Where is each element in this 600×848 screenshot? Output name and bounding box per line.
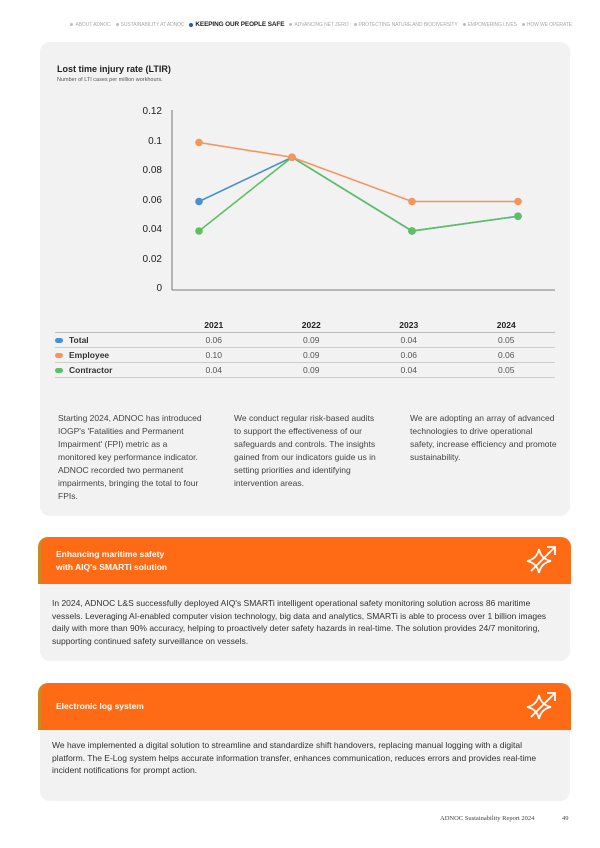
data-point-total xyxy=(195,197,203,206)
data-point-contractor xyxy=(514,212,522,221)
series-name: Total xyxy=(69,334,89,345)
table-cell: 0.04 xyxy=(360,332,458,348)
series-line-total xyxy=(198,156,519,232)
y-tick-label: 0.12 xyxy=(142,106,162,117)
series-label: Contractor xyxy=(55,362,165,378)
table-cell: 0.05 xyxy=(457,332,555,348)
nav-item[interactable]: EMPOWERING LIVES xyxy=(462,21,517,28)
nav-item[interactable]: HOW WE OPERATE xyxy=(521,21,572,28)
table-header-blank xyxy=(55,318,165,333)
series-label: Total xyxy=(55,332,165,348)
legend-swatch xyxy=(55,352,63,358)
table-row: Employee 0.10 0.09 0.06 0.06 xyxy=(55,347,555,363)
legend-swatch xyxy=(55,337,63,343)
table-cell: 0.04 xyxy=(360,362,458,378)
series-line-contractor xyxy=(198,156,519,232)
table-header: 2022 xyxy=(262,318,360,333)
series-line-employee xyxy=(198,141,518,203)
table-header: 2021 xyxy=(165,318,263,333)
data-point-employee xyxy=(514,197,522,206)
smarti-header: Enhancing maritime safety with AIQ's SMAR… xyxy=(38,537,571,584)
table-row: Contractor 0.04 0.09 0.04 0.05 xyxy=(55,362,555,378)
table-cell: 0.06 xyxy=(457,347,555,363)
smarti-title-1: Enhancing maritime safety xyxy=(56,548,165,559)
y-tick-label: 0.1 xyxy=(148,135,162,147)
paragraph: We are adopting an array of advanced tec… xyxy=(410,413,557,462)
table-cell: 0.05 xyxy=(457,362,555,378)
data-point-employee xyxy=(288,153,296,162)
nav-item[interactable]: PROTECTING NATURE AND BIODIVERSITY xyxy=(353,21,458,28)
chart-subtitle: Number of LTI cases per million workhour… xyxy=(57,77,163,83)
chart-card xyxy=(40,42,570,516)
table-cell: 0.10 xyxy=(165,347,263,363)
paragraph: Starting 2024, ADNOC has introduced IOGP… xyxy=(58,413,202,501)
section-nav: ABOUT ADNOC SUSTAINABILITY AT ADNOC KEEP… xyxy=(0,21,600,28)
text-columns: Starting 2024, ADNOC has introduced IOGP… xyxy=(58,412,558,503)
chart-title: Lost time injury rate (LTIR) xyxy=(57,64,171,74)
table-cell: 0.09 xyxy=(262,362,360,378)
table-header: 2024 xyxy=(457,318,555,333)
elog-body: We have implemented a digital solution t… xyxy=(52,740,537,775)
table-cell: 0.09 xyxy=(262,347,360,363)
page-number: 49 xyxy=(562,815,569,822)
table-cell: 0.09 xyxy=(262,332,360,348)
table-cell: 0.06 xyxy=(360,347,458,363)
smarti-body: In 2024, ADNOC L&S successfully deployed… xyxy=(52,598,547,646)
data-point-employee xyxy=(195,138,203,147)
nav-item[interactable]: ADVANCING NET ZERO xyxy=(289,21,349,28)
elog-title: Electronic log system xyxy=(56,701,144,711)
nav-item[interactable]: ABOUT ADNOC xyxy=(70,21,111,28)
y-tick-label: 0.02 xyxy=(142,253,162,265)
legend-swatch xyxy=(55,367,63,373)
elog-header: Electronic log system xyxy=(38,683,571,730)
data-point-employee xyxy=(408,197,416,206)
table-cell: 0.04 xyxy=(165,362,263,378)
y-tick-label: 0 xyxy=(156,283,162,294)
series-name: Contractor xyxy=(69,364,113,375)
table-cell: 0.06 xyxy=(165,332,263,348)
footer-report: ADNOC Sustainability Report 2024 xyxy=(440,815,535,822)
data-table: 2021 2022 2023 2024 Total 0.06 0.09 0.04 0.0… xyxy=(55,318,555,378)
table-header: 2023 xyxy=(360,318,458,333)
y-tick-label: 0.04 xyxy=(142,224,162,235)
sparkle-arrow-icon xyxy=(526,545,556,573)
paragraph: We conduct regular risk-based audits to … xyxy=(234,413,376,488)
nav-item-active[interactable]: KEEPING OUR PEOPLE SAFE xyxy=(189,21,284,28)
smarti-title-2: with AIQ's SMARTi solution xyxy=(56,561,168,572)
table-row: Total 0.06 0.09 0.04 0.05 xyxy=(55,332,555,348)
series-name: Employee xyxy=(69,349,110,360)
nav-item[interactable]: SUSTAINABILITY AT ADNOC xyxy=(115,21,185,28)
y-tick-label: 0.08 xyxy=(142,165,162,176)
series-label: Employee xyxy=(55,347,165,363)
data-point-contractor xyxy=(408,227,416,235)
sparkle-arrow-icon xyxy=(526,691,556,719)
y-tick-label: 0.06 xyxy=(142,194,162,206)
data-point-contractor xyxy=(195,227,203,235)
